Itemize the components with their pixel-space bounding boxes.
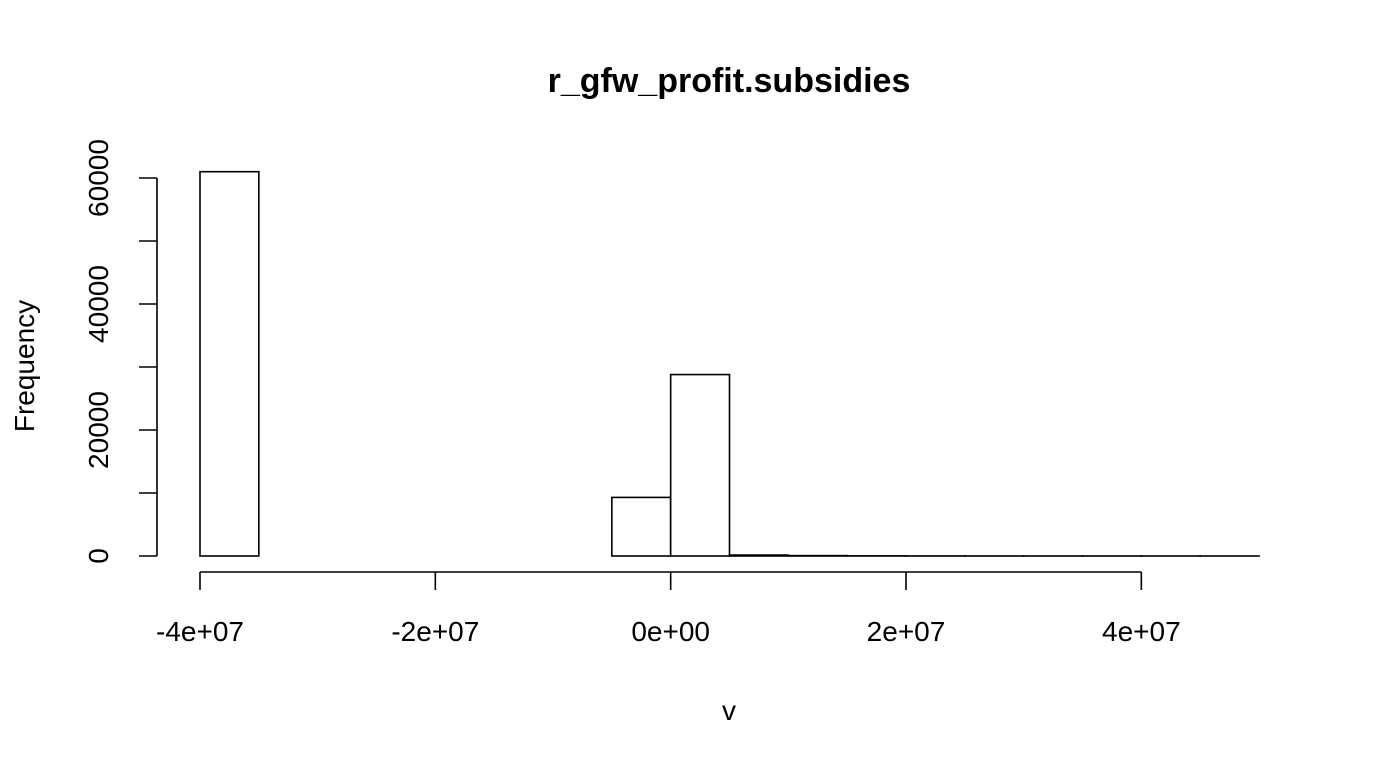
chart-title: r_gfw_profit.subsidies	[548, 62, 911, 100]
histogram-bar-8	[669, 373, 731, 557]
y-tick-label-3: 60000	[83, 139, 114, 217]
x-tick-label-0: -4e+07	[156, 616, 244, 647]
histogram-bar-7	[611, 496, 672, 557]
x-tick-label-2: 0e+00	[631, 616, 710, 647]
x-axis: -4e+07 -2e+07 0e+00 2e+07 4e+07	[156, 571, 1181, 647]
y-tick-label-1: 20000	[83, 391, 114, 469]
histogram-bar-0	[199, 170, 260, 557]
x-axis-label: v	[722, 695, 736, 726]
y-axis: 0 20000 40000 60000	[83, 139, 158, 564]
x-tick-label-4: 4e+07	[1102, 616, 1181, 647]
x-tick-label-1: -2e+07	[391, 616, 479, 647]
y-tick-label-2: 40000	[83, 265, 114, 343]
bars-layer	[199, 170, 1260, 557]
histogram-bar-9	[728, 554, 790, 557]
x-tick-label-3: 2e+07	[867, 616, 946, 647]
y-axis-label: Frequency	[9, 300, 40, 432]
y-tick-label-0: 0	[83, 548, 114, 564]
